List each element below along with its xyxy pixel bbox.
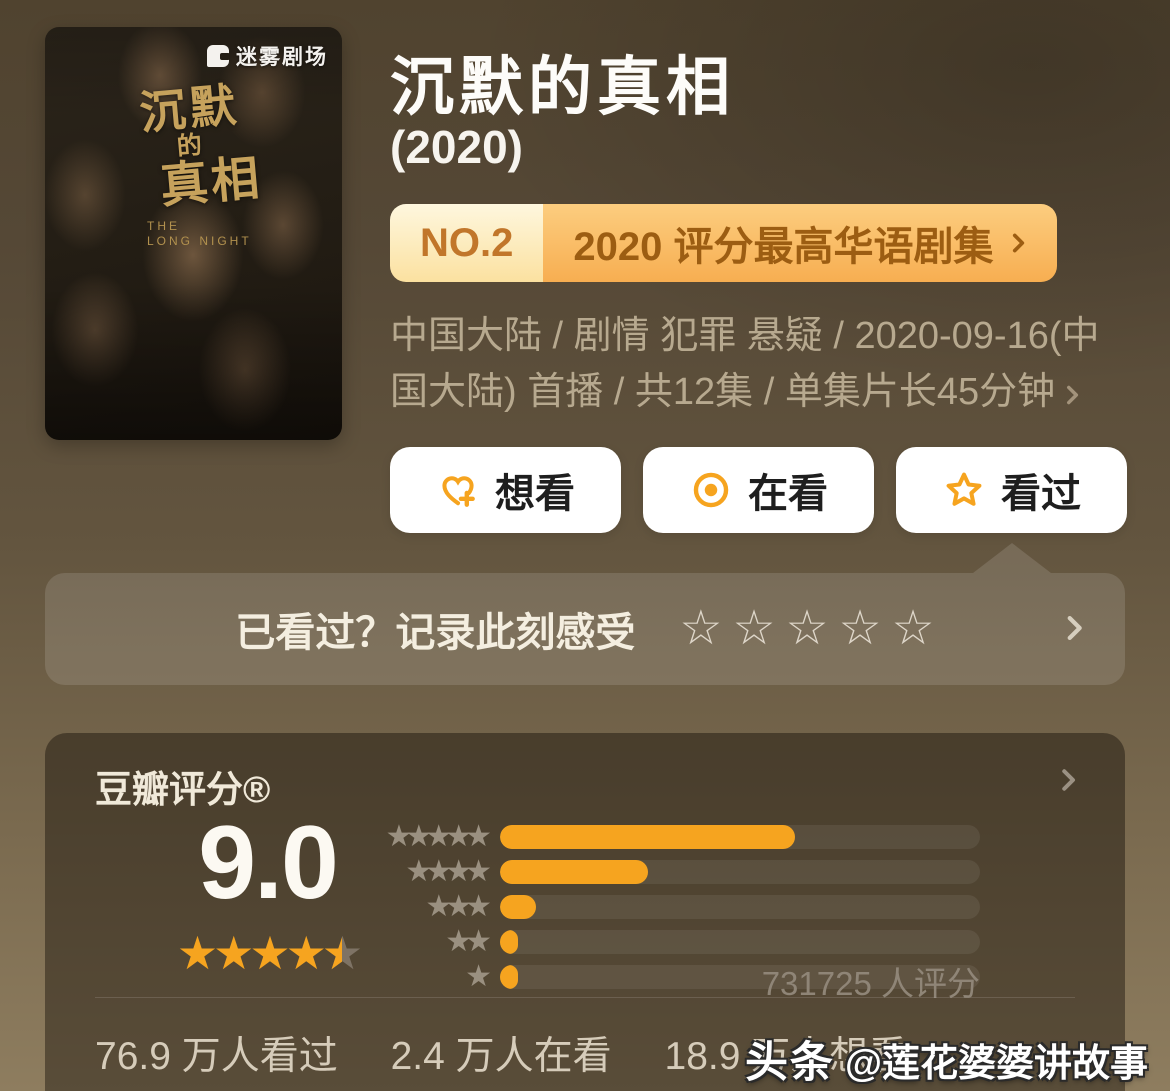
circle-dot-icon — [693, 472, 729, 508]
channel-logo-text: 迷雾剧场 — [236, 46, 328, 69]
watermark-brand: 头条 — [744, 1039, 835, 1087]
dist-bar-fill — [500, 860, 648, 884]
chevron-right-icon[interactable] — [1057, 611, 1091, 645]
watermark: 头条 @莲花婆婆讲故事 — [745, 1028, 1148, 1090]
stat-watched: 76.9 万人看过 — [95, 1035, 338, 1078]
chevron-right-icon[interactable] — [1053, 765, 1083, 795]
dist-bar-fill — [500, 965, 519, 989]
poster-title-calligraphy: 沉默 的 真相 — [137, 78, 265, 214]
dist-bar-fill — [500, 895, 536, 919]
chevron-right-icon — [1013, 233, 1025, 253]
ranking-badge[interactable]: NO.2 2020 评分最高华语剧集 — [390, 204, 1058, 282]
dist-bar-fill — [500, 930, 519, 954]
prompt-star-icon[interactable]: ☆ — [732, 602, 776, 655]
meta-text: 中国大陆 / 剧情 犯罪 悬疑 / 2020-09-16(中国大陆) 首播 / … — [390, 315, 1100, 413]
rating-dist-row: ★★★★ — [45, 855, 980, 888]
rating-score: 9.0 — [198, 805, 339, 921]
watching-button[interactable]: 在看 — [643, 447, 874, 533]
watched-button[interactable]: 看过 — [896, 447, 1127, 533]
watched-button-label: 看过 — [1001, 472, 1081, 516]
douban-rating-card: 豆瓣评分® 9.0 ★★★★★★ ★★★★★★★★★★★★★★★ 731725 … — [45, 733, 1125, 1091]
dist-star-label: ★★★ — [425, 890, 492, 923]
score-star-icon: ★★ — [321, 927, 363, 979]
channel-logo: 迷雾剧场 — [207, 41, 328, 71]
rating-distribution: ★★★★★ ★★★★ ★★★ ★★ ★ — [45, 820, 980, 1000]
dist-bar-track — [500, 895, 980, 919]
prompt-star-icon[interactable]: ☆ — [891, 602, 935, 655]
card-divider — [95, 997, 1075, 998]
score-star-icon: ★ — [249, 927, 290, 979]
prompt-star-icon[interactable]: ☆ — [785, 602, 829, 655]
rank-number: NO.2 — [390, 204, 544, 282]
score-star-icon: ★ — [285, 927, 327, 979]
show-poster[interactable]: 迷雾剧场 沉默 的 真相 THE LONG NIGHT — [45, 27, 342, 440]
dist-star-label: ★★★★★ — [385, 820, 492, 853]
rating-dist-row: ★★ — [45, 925, 980, 958]
dist-bar-track — [500, 930, 980, 954]
poster-subtitle-en: THE LONG NIGHT — [147, 219, 252, 248]
watermark-handle: @莲花婆婆讲故事 — [844, 1042, 1148, 1085]
rank-label-text: 2020 评分最高华语剧集 — [573, 225, 994, 269]
wish-button[interactable]: 想看 — [390, 447, 621, 533]
chevron-right-icon — [1067, 385, 1079, 405]
score-stars: ★★★★★★ — [45, 927, 490, 979]
star-outline-icon — [946, 472, 982, 506]
dist-bar-fill — [500, 825, 796, 849]
score-star-icon: ★ — [213, 927, 254, 979]
watching-button-label: 在看 — [748, 472, 828, 516]
heart-plus-icon — [442, 476, 475, 507]
score-star-icon: ★ — [176, 927, 218, 979]
rating-card-title: 豆瓣评分® — [95, 769, 271, 810]
rating-dist-row: ★★★★★ — [45, 820, 980, 853]
rank-label: 2020 评分最高华语剧集 — [543, 204, 1058, 282]
rating-dist-row: ★★★ — [45, 890, 980, 923]
ratings-count: 731725 人评分 — [761, 965, 980, 1002]
release-year: (2020) — [390, 121, 523, 173]
poster-title-line1: 沉默 — [137, 78, 242, 140]
prompt-caret — [973, 543, 1051, 573]
prompt-star-icon[interactable]: ☆ — [679, 602, 723, 655]
dist-bar-track — [500, 860, 980, 884]
prompt-star-icon[interactable]: ☆ — [838, 602, 882, 655]
prompt-star-row[interactable]: ☆ ☆ ☆ ☆ ☆ — [679, 605, 934, 653]
stat-wishlist: 18.9 万人想看 — [664, 1035, 908, 1078]
rating-dist-row: ★ — [45, 960, 980, 993]
dist-star-label: ★★★★ — [405, 855, 492, 888]
dist-star-label: ★★ — [445, 925, 492, 958]
dist-star-label: ★ — [465, 960, 492, 993]
stat-watching: 2.4 万人在看 — [390, 1035, 612, 1078]
show-meta-info[interactable]: 中国大陆 / 剧情 犯罪 悬疑 / 2020-09-16(中国大陆) 首播 / … — [390, 308, 1122, 420]
poster-title-line3: 真相 — [158, 151, 265, 214]
dist-bar-track — [500, 965, 980, 989]
rate-prompt-panel[interactable]: 已看过？记录此刻感受 ☆ ☆ ☆ ☆ ☆ — [45, 543, 1125, 685]
rate-prompt-text: 已看过？记录此刻感受 — [235, 611, 636, 655]
wish-button-label: 想看 — [495, 472, 575, 516]
audience-stats: 76.9 万人看过 2.4 万人在看 18.9 万人想看 — [95, 1025, 949, 1081]
score-block: 9.0 ★★★★★★ — [45, 805, 490, 979]
page-title: 沉默的真相 — [390, 51, 735, 123]
dist-bar-track — [500, 825, 980, 849]
mist-theater-logo-icon — [207, 45, 230, 67]
